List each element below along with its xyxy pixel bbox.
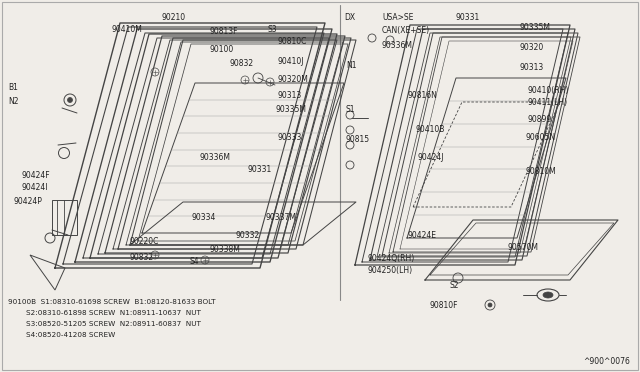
Text: 90100B  S1:08310-61698 SCREW  B1:08120-81633 BOLT: 90100B S1:08310-61698 SCREW B1:08120-816… — [8, 299, 216, 305]
Text: 90424I: 90424I — [22, 183, 49, 192]
Text: 90210: 90210 — [162, 13, 186, 22]
Text: 90336M: 90336M — [382, 41, 413, 49]
Circle shape — [488, 303, 492, 307]
Text: 90334: 90334 — [192, 214, 216, 222]
Text: S1: S1 — [346, 106, 355, 115]
Text: 90810C: 90810C — [278, 38, 307, 46]
Text: 90336M: 90336M — [200, 154, 231, 163]
Text: USA>SE: USA>SE — [382, 13, 413, 22]
Text: 90410M: 90410M — [112, 26, 143, 35]
Text: 90899: 90899 — [527, 115, 551, 125]
Text: 90813F: 90813F — [210, 28, 239, 36]
Text: S4: S4 — [190, 257, 200, 266]
Text: ^900^0076: ^900^0076 — [583, 357, 630, 366]
Text: 90411(LH): 90411(LH) — [528, 97, 568, 106]
Text: 90220C: 90220C — [130, 237, 159, 247]
Text: S4:08520-41208 SCREW: S4:08520-41208 SCREW — [8, 332, 115, 338]
Text: 90410B: 90410B — [415, 125, 444, 135]
Text: N1: N1 — [346, 61, 356, 70]
Text: 90605N: 90605N — [525, 134, 555, 142]
Text: 90424P: 90424P — [14, 198, 43, 206]
Bar — [52, 200, 77, 235]
Text: 90331: 90331 — [455, 13, 479, 22]
Text: S2: S2 — [450, 280, 460, 289]
Text: DX: DX — [344, 13, 355, 22]
Text: 90335M: 90335M — [275, 106, 306, 115]
Text: 90810M: 90810M — [525, 167, 556, 176]
Text: 90810F: 90810F — [430, 301, 458, 310]
Text: 90410J: 90410J — [278, 58, 305, 67]
Text: 90832: 90832 — [130, 253, 154, 263]
Text: 90337M: 90337M — [265, 214, 296, 222]
Text: 90424J: 90424J — [418, 154, 445, 163]
Text: 90313: 90313 — [520, 64, 544, 73]
Circle shape — [67, 97, 72, 103]
Text: 904250(LH): 904250(LH) — [368, 266, 413, 275]
Text: 90335M: 90335M — [520, 23, 551, 32]
Text: S3:08520-51205 SCREW  N2:08911-60837  NUT: S3:08520-51205 SCREW N2:08911-60837 NUT — [8, 321, 201, 327]
Text: 90313: 90313 — [278, 90, 302, 99]
Text: 90410(RH): 90410(RH) — [528, 86, 570, 94]
Text: 90424Q(RH): 90424Q(RH) — [368, 253, 415, 263]
Text: 90816N: 90816N — [408, 90, 438, 99]
Text: B1: B1 — [8, 83, 18, 93]
Text: N2: N2 — [8, 97, 19, 106]
Text: 90320: 90320 — [520, 44, 544, 52]
Text: 90570M: 90570M — [508, 244, 539, 253]
Text: 90333: 90333 — [278, 134, 302, 142]
Text: 90100: 90100 — [210, 45, 234, 55]
Text: 90424E: 90424E — [408, 231, 437, 240]
Text: 90332: 90332 — [235, 231, 259, 240]
Text: 90832: 90832 — [230, 60, 254, 68]
Text: 90320M: 90320M — [278, 76, 309, 84]
Text: S2:08310-61898 SCREW  N1:08911-10637  NUT: S2:08310-61898 SCREW N1:08911-10637 NUT — [8, 310, 201, 316]
Text: S3: S3 — [268, 26, 278, 35]
Text: 90338M: 90338M — [210, 246, 241, 254]
Ellipse shape — [543, 292, 553, 298]
Text: 90815: 90815 — [346, 135, 370, 144]
Text: CAN(XE+SE): CAN(XE+SE) — [382, 26, 430, 35]
Text: 90424F: 90424F — [22, 170, 51, 180]
Text: 90331: 90331 — [248, 166, 272, 174]
